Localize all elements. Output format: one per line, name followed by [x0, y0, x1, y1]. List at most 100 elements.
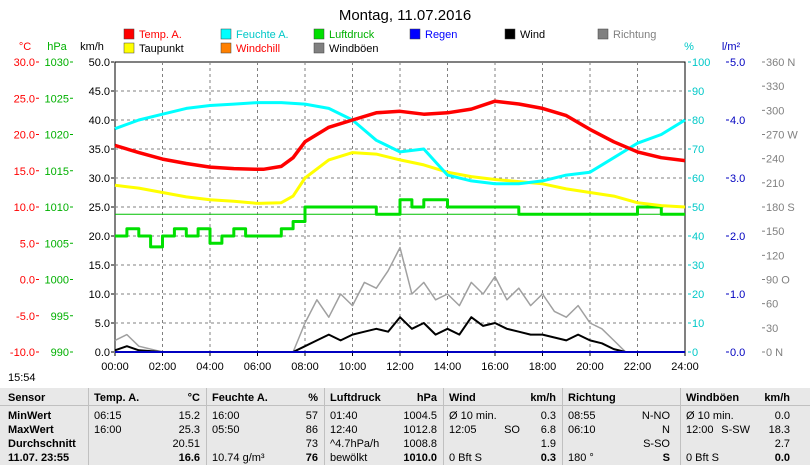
x-tick-label: 14:00 — [434, 361, 462, 373]
col-sensor-header: Sensor — [8, 392, 46, 404]
legend-swatch — [597, 28, 609, 40]
legend-label: Wind — [520, 29, 545, 41]
col-dir-header: Richtung — [568, 392, 616, 404]
press-axis-tick-label: 1030 — [45, 57, 69, 69]
dir-axis-tick-label: 0 N — [766, 347, 783, 359]
hum-axis-tick-label: 100 — [692, 57, 710, 69]
table-cell: 08:55 — [568, 410, 596, 422]
legend-swatch — [123, 42, 135, 54]
temp-axis-tick-label: -5.0 — [16, 311, 35, 323]
legend-label: Taupunkt — [139, 43, 184, 55]
table-cell: 73 — [305, 438, 318, 450]
hum-axis-tick-label: 80 — [692, 115, 704, 127]
series-feuchte-a--line — [114, 101, 686, 186]
rain-axis-tick-label: 0.0 — [730, 347, 745, 359]
press-axis-tick-label: 995 — [51, 311, 69, 323]
table-cell: MinWert — [8, 410, 52, 422]
temp-axis-unit: °C — [19, 41, 31, 53]
col-temp-unit: °C — [187, 392, 200, 404]
dir-axis-tick-label: 300 — [766, 105, 784, 117]
hum-axis-tick-label: 20 — [692, 289, 704, 301]
press-axis-tick-label: 1020 — [45, 130, 69, 142]
temp-axis-tick-label: 10.0 — [14, 202, 35, 214]
summary-table: Sensor Temp. A. °C Feuchte A. % Luftdruc… — [0, 388, 810, 465]
press-axis-tick-label: 990 — [51, 347, 69, 359]
wind-axis-tick-label: 35.0 — [89, 144, 110, 156]
hum-axis-tick-label: 30 — [692, 260, 704, 272]
dir-axis-tick-label: 60 — [766, 299, 778, 311]
wind-axis-tick-label: 40.0 — [89, 115, 110, 127]
table-cell: 180 ° — [568, 452, 594, 464]
wind-axis-tick-label: 0.0 — [95, 347, 110, 359]
dir-axis-tick-label: 30 — [766, 323, 778, 335]
legend-label: Richtung — [613, 29, 656, 41]
legend-label: Windböen — [329, 43, 379, 55]
dir-axis-tick-label: 120 — [766, 250, 784, 262]
wind-axis-tick-label: 20.0 — [89, 231, 110, 243]
table-cell: Ø 10 min. — [686, 410, 734, 422]
table-cell: N-NO — [641, 410, 670, 422]
temp-axis-tick-label: 20.0 — [14, 130, 35, 142]
col-wind-unit: km/h — [530, 392, 556, 404]
legend-swatch — [220, 28, 232, 40]
series-temp-a--line — [114, 99, 686, 172]
table-cell: ^4.7hPa/h — [330, 438, 380, 450]
col-hum-header: Feuchte A. — [212, 392, 268, 404]
wind-axis-tick-label: 50.0 — [89, 57, 110, 69]
table-cell: 6.8 — [540, 424, 556, 436]
table-cell: 15.2 — [178, 410, 200, 422]
table-cell: N — [662, 424, 670, 436]
table-cell: MaxWert — [8, 424, 54, 436]
table-cell: 01:40 — [330, 410, 358, 422]
legend-swatch — [409, 28, 421, 40]
x-tick-label: 16:00 — [481, 361, 509, 373]
x-tick-label: 12:00 — [386, 361, 414, 373]
rain-axis-tick-label: 5.0 — [730, 57, 745, 69]
legend-label: Feuchte A. — [236, 29, 289, 41]
legend-label: Luftdruck — [329, 29, 375, 41]
col-temp-header: Temp. A. — [94, 392, 140, 404]
table-cell: 2.7 — [774, 438, 790, 450]
col-press-header: Luftdruck — [330, 392, 381, 404]
legend-label: Windchill — [236, 43, 280, 55]
table-cell: 12:00 — [686, 424, 714, 436]
rain-axis-tick-label: 1.0 — [730, 289, 745, 301]
wind-axis-tick-label: 45.0 — [89, 86, 110, 98]
table-cell: SO — [504, 424, 520, 436]
table-cell: Durchschnitt — [8, 438, 76, 450]
press-axis-tick-label: 1015 — [45, 166, 69, 178]
table-cell: bewölkt — [330, 452, 368, 464]
series-taupunkt-line — [114, 151, 686, 209]
table-cell: 1004.5 — [403, 410, 437, 422]
legend-swatch — [220, 42, 232, 54]
table-cell: 1008.8 — [403, 438, 437, 450]
table-cell: S — [662, 452, 670, 464]
hum-axis-tick-label: 70 — [692, 144, 704, 156]
table-cell: 16:00 — [212, 410, 240, 422]
col-gust-unit: km/h — [764, 392, 790, 404]
table-cell: 12:40 — [330, 424, 358, 436]
rain-axis-unit: l/m² — [722, 41, 741, 53]
hum-axis-tick-label: 50 — [692, 202, 704, 214]
table-cell: 86 — [305, 424, 318, 436]
col-hum-unit: % — [308, 392, 318, 404]
press-axis-tick-label: 1025 — [45, 93, 69, 105]
x-tick-label: 22:00 — [624, 361, 652, 373]
table-cell: 76 — [305, 452, 318, 464]
table-cell: 0.0 — [774, 452, 790, 464]
series-luftdruck-line — [115, 198, 685, 249]
legend-swatch — [123, 28, 135, 40]
table-cell: 57 — [305, 410, 318, 422]
table-cell: 10.74 g/m³ — [212, 452, 265, 464]
wind-axis-unit: km/h — [80, 41, 104, 53]
x-tick-label: 18:00 — [529, 361, 557, 373]
wind-axis-tick-label: 25.0 — [89, 202, 110, 214]
press-axis-unit: hPa — [47, 41, 67, 53]
table-cell: S-SO — [643, 438, 670, 450]
table-cell: S-SW — [721, 424, 750, 436]
legend-swatch — [313, 28, 325, 40]
rain-axis-tick-label: 3.0 — [730, 173, 745, 185]
table-cell: 20.51 — [172, 438, 200, 450]
wind-axis-tick-label: 5.0 — [95, 318, 110, 330]
